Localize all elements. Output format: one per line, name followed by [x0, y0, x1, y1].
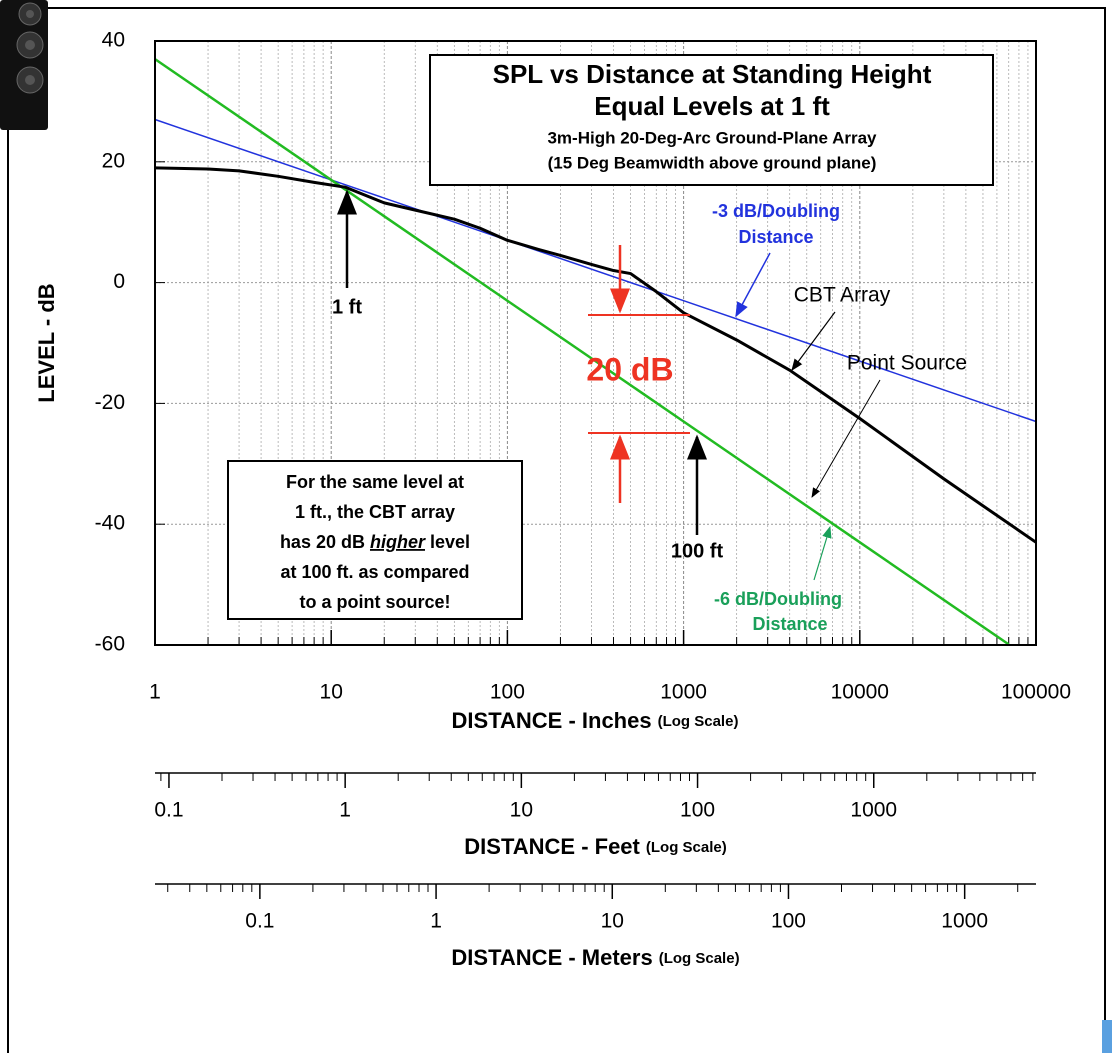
x-tick-label: 1	[339, 799, 351, 822]
x-tick-label: 1	[430, 910, 442, 933]
subtitle-small: (15 Deg Beamwidth above ground plane)	[548, 153, 877, 172]
x-tick-label: 100	[680, 799, 715, 822]
note-part: level	[430, 532, 470, 552]
note-part: has 20 dB	[280, 532, 365, 552]
chart: LEVEL - dB DISTANCE - Inches(Log Scale) …	[0, 0, 1112, 1053]
note-line: 1 ft., the CBT array	[295, 502, 455, 522]
x-axis-title: DISTANCE - Inches	[452, 708, 652, 733]
x-tick-label: 10	[320, 681, 343, 704]
y-tick-label: 0	[113, 270, 125, 293]
note-line: to a point source!	[299, 592, 450, 612]
speaker-icon	[0, 0, 48, 130]
x-tick-label: 1000	[850, 799, 897, 822]
corner-accent	[1102, 1020, 1112, 1053]
one-ft-label: 1 ft	[332, 296, 362, 318]
x-tick-label: 10000	[831, 681, 889, 704]
x-tick-label: 100	[771, 910, 806, 933]
x-tick-label: 0.1	[154, 799, 183, 822]
x-tick-label: 1000	[941, 910, 988, 933]
note-line: For the same level at	[286, 472, 464, 492]
secondary-axis-note: (Log Scale)	[646, 839, 727, 856]
blue-label: Distance	[738, 227, 813, 247]
x-tick-label: 10	[510, 799, 533, 822]
y-axis-label: LEVEL - dB	[34, 283, 59, 402]
green-label: Distance	[752, 614, 827, 634]
x-axis-note: (Log Scale)	[658, 713, 739, 730]
hundred-ft-label: 100 ft	[671, 540, 724, 562]
cbt-label: CBT Array	[794, 284, 891, 307]
difference-label: 20 dB	[586, 351, 673, 387]
y-tick-label: 40	[102, 29, 125, 52]
secondary-axis-title: DISTANCE - Meters	[451, 945, 652, 970]
y-tick-label: -20	[95, 391, 125, 414]
subtitle-small: 3m-High 20-Deg-Arc Ground-Plane Array	[547, 128, 877, 147]
x-tick-label: 1	[149, 681, 161, 704]
y-tick-label: -60	[95, 633, 125, 656]
blue-label: -3 dB/Doubling	[712, 201, 840, 221]
x-tick-label: 100	[490, 681, 525, 704]
x-tick-label: 100000	[1001, 681, 1071, 704]
y-tick-label: 20	[102, 149, 125, 172]
x-tick-label: 10	[601, 910, 624, 933]
x-tick-label: 1000	[660, 681, 707, 704]
subtitle: Equal Levels at 1 ft	[594, 91, 830, 121]
secondary-axis-title: DISTANCE - Feet	[464, 834, 640, 859]
x-tick-label: 0.1	[245, 910, 274, 933]
note-emphasis: higher	[370, 532, 426, 552]
point-source-label: Point Source	[847, 352, 967, 375]
secondary-axis-note: (Log Scale)	[659, 950, 740, 967]
note-line: at 100 ft. as compared	[280, 562, 469, 582]
y-tick-label: -40	[95, 512, 125, 535]
title: SPL vs Distance at Standing Height	[493, 59, 932, 89]
green-label: -6 dB/Doubling	[714, 589, 842, 609]
